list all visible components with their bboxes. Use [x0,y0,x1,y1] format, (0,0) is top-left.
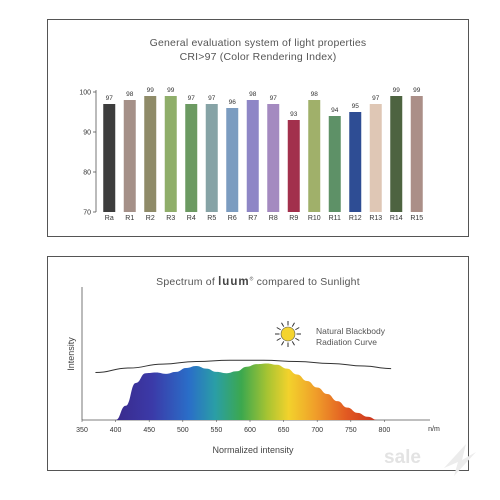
x-tick-label: R11 [329,215,341,222]
x-tick-label: R9 [289,215,298,222]
bar-r8 [267,104,280,212]
bar-r7 [246,100,259,212]
x-tick-label: 350 [76,427,88,434]
x-tick-label: 800 [379,427,391,434]
bar-r1 [123,100,136,212]
sun-ray [295,337,300,341]
sun-ray [291,341,295,346]
bar-r14 [390,96,403,212]
x-tick-label: 550 [211,427,223,434]
x-unit-label: n/m [428,426,440,433]
y-tick-label: 90 [83,130,91,137]
sun-ray [276,337,281,341]
bar-r2 [144,96,157,212]
bar-r11 [328,116,341,212]
bar-value-label: 96 [229,99,237,106]
bar-value-label: 94 [331,107,339,114]
bar-r5 [205,104,218,212]
bar-value-label: 97 [106,95,114,102]
spectrum-title-prefix: Spectrum of [156,276,215,288]
spectrum-area-chart: 350 400 450 500 550 600 650 700 750 800 n/m Normali… [66,287,440,455]
y-axis-label: Intensity [66,337,76,371]
sun-ray [295,327,300,331]
spectrum-area [115,363,378,420]
spectrum-chart-panel: Spectrum of luum® compared to Sunlight 3… [47,256,469,471]
x-tick-label: 600 [244,427,256,434]
x-tick-label: R8 [269,215,278,222]
x-tick-label: 700 [311,427,323,434]
sun-disc [280,326,296,342]
bar-value-label: 97 [208,95,216,102]
sun-ray [276,327,281,331]
spectrum-title-brand: luum [218,276,250,288]
bar-value-label: 99 [413,87,421,94]
bar-value-label: 98 [126,91,134,98]
bar-value-label: 98 [311,91,319,98]
sun-icon [275,321,301,347]
x-tick-label: R2 [146,215,155,222]
spectrum-title-suffix: compared to Sunlight [256,276,360,288]
spectrum-chart-title: Spectrum of luum® compared to Sunlight [156,276,360,288]
bar-value-label: 99 [393,87,401,94]
bar-value-label: 97 [270,95,278,102]
x-tick-label: R7 [248,215,257,222]
bar-ra [103,104,116,212]
x-tick-label: R14 [390,215,403,222]
x-tick-label: R4 [187,215,196,222]
x-tick-label: Ra [105,215,114,222]
y-tick-label: 100 [79,90,91,97]
watermark-logo-icon [444,444,476,476]
sun-ray [281,341,285,346]
x-tick-label: R3 [166,215,175,222]
x-tick-label: R15 [410,215,423,222]
bar-r6 [226,108,239,212]
x-tick-label: R12 [349,215,362,222]
bar-r15 [410,96,423,212]
x-tick-label: 750 [345,427,357,434]
x-tick-label: R5 [207,215,216,222]
x-tick-label: 650 [278,427,290,434]
bar-value-label: 99 [147,87,155,94]
annotation-line-2: Radiation Curve [316,337,377,347]
bar-r12 [349,112,362,212]
cri-chart-subtitle: CRI>97 (Color Rendering Index) [179,51,337,63]
bar-value-label: 93 [290,111,298,118]
x-axis-label: Normalized intensity [212,445,294,455]
bar-r10 [308,100,321,212]
x-tick-label: 450 [143,427,155,434]
watermark-text: sale [384,447,421,468]
bar-r9 [287,120,300,212]
bar-value-label: 97 [372,95,380,102]
annotation-line-1: Natural Blackbody [316,326,386,336]
bar-value-label: 98 [249,91,257,98]
x-tick-label: 400 [110,427,122,434]
x-tick-label: 500 [177,427,189,434]
x-tick-label: R13 [369,215,382,222]
sun-ray [281,322,285,327]
blackbody-curve [95,359,392,374]
cri-bar-chart: 70 80 90 100 97 Ra 98 R1 99 R2 99 R3 97 R4 97 R5 96 R6 98 R… [79,87,423,222]
bar-value-label: 95 [352,103,360,110]
bar-r4 [185,104,198,212]
x-tick-label: R10 [308,215,321,222]
y-tick-label: 80 [83,170,91,177]
cri-chart-panel: General evaluation system of light prope… [47,19,469,237]
sun-ray [291,322,295,327]
cri-chart-title: General evaluation system of light prope… [149,37,367,49]
bar-r3 [164,96,177,212]
x-tick-label: R6 [228,215,237,222]
bar-value-label: 99 [167,87,175,94]
bar-r13 [369,104,382,212]
bar-value-label: 97 [188,95,196,102]
x-tick-label: R1 [125,215,134,222]
y-tick-label: 70 [83,210,91,217]
